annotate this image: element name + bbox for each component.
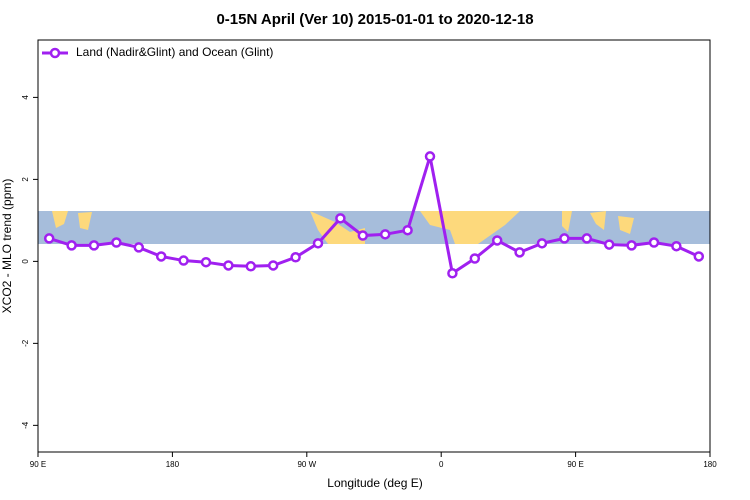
- land: [618, 216, 634, 234]
- point: [402, 224, 413, 236]
- ocean: [38, 211, 710, 244]
- y-tick-label: 4: [21, 95, 30, 100]
- y-tick-label: -2: [21, 339, 30, 347]
- point: [155, 251, 167, 262]
- point: [536, 238, 548, 249]
- land: [562, 211, 572, 232]
- point: [671, 240, 682, 252]
- point: [43, 233, 55, 244]
- x-tick-label: 90 E: [30, 460, 46, 469]
- y-axis-label: XCO2 - MLO trend (ppm): [0, 179, 14, 314]
- point: [245, 261, 257, 272]
- point: [88, 240, 100, 251]
- point: [111, 237, 122, 248]
- point: [200, 256, 212, 268]
- point: [693, 251, 705, 262]
- chart-title: 0-15N April (Ver 10) 2015-01-01 to 2020-…: [216, 11, 533, 28]
- point: [424, 151, 436, 162]
- map-band: [38, 211, 710, 244]
- point: [66, 240, 77, 251]
- x-tick-label: 0: [439, 460, 444, 469]
- point: [469, 253, 481, 264]
- y-tick-label: -4: [21, 421, 30, 429]
- legend-label: Land (Nadir&Glint) and Ocean (Glint): [76, 45, 273, 59]
- point: [626, 240, 637, 251]
- point: [290, 252, 301, 263]
- point: [514, 247, 525, 258]
- point: [223, 260, 234, 271]
- point: [178, 255, 189, 266]
- y-tick-label: 0: [21, 259, 30, 264]
- point: [648, 237, 660, 248]
- x-tick-label: 180: [166, 460, 180, 469]
- point: [559, 233, 570, 244]
- point: [603, 239, 615, 250]
- land: [78, 212, 92, 230]
- legend-marker: [49, 47, 61, 59]
- x-tick-label: 90 W: [297, 460, 316, 469]
- land: [52, 211, 68, 228]
- point: [357, 230, 369, 241]
- point: [379, 229, 391, 240]
- plot-frame: [37, 39, 711, 453]
- point: [312, 238, 324, 249]
- y-tick-label: 2: [21, 177, 30, 182]
- land: [420, 211, 520, 244]
- x-tick-label: 180: [703, 460, 717, 469]
- x-axis-label: Longitude (deg E): [327, 476, 422, 490]
- land: [590, 211, 606, 230]
- point: [133, 242, 145, 253]
- point: [581, 233, 593, 244]
- point: [447, 268, 458, 279]
- x-tick-label: 90 E: [567, 460, 583, 469]
- point: [267, 260, 279, 271]
- point: [335, 213, 346, 224]
- point: [491, 235, 503, 246]
